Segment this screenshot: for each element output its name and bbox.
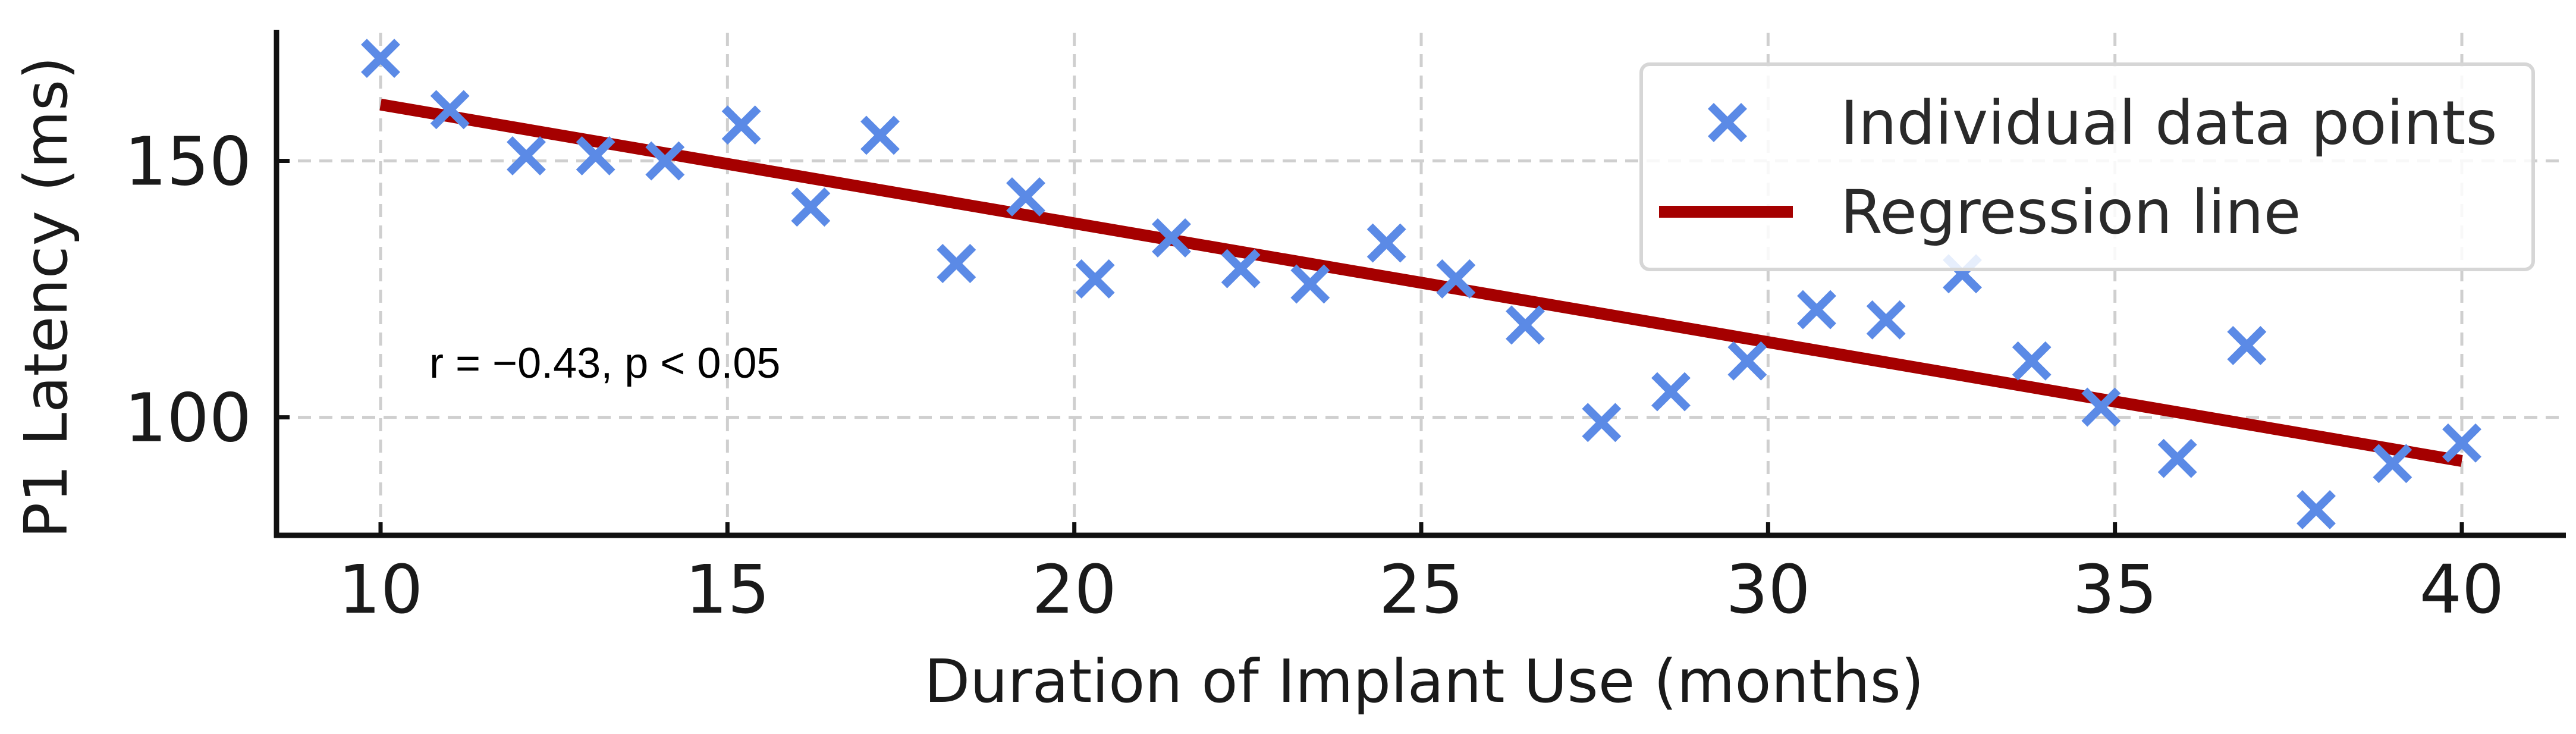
data-point [1582,403,1622,443]
data-point [2012,341,2052,381]
annotation-layer: r = −0.43, p < 0.05 [429,340,780,387]
legend-box [1639,62,2535,271]
data-point [2157,438,2197,478]
tick-labels: 10 15 20 25 30 35 40 100 150 [124,124,2504,629]
data-point [791,187,831,227]
data-point [1506,305,1545,345]
marker-stroke [1582,403,1622,443]
data-point [2373,444,2412,484]
marker-stroke [1708,103,1747,142]
marker-stroke [1436,259,1476,299]
x-tick-label: 25 [1379,551,1464,629]
x-tick-label: 35 [2072,551,2157,629]
x-tick-label: 30 [1726,551,1811,629]
marker-stroke [721,105,761,145]
data-layer [361,39,2481,529]
x-axis-title: Duration of Implant Use (months) [924,647,1924,716]
marker-stroke [791,187,831,227]
marker-stroke [2297,490,2336,529]
data-point [1221,249,1261,288]
data-point [1152,218,1191,258]
x-tick-label: 20 [1032,551,1117,629]
legend-label-scatter: Individual data points [1840,88,2498,159]
marker-stroke [1727,341,1767,381]
marker-stroke [2373,444,2412,484]
y-axis-title: P1 Latency (ms) [11,57,81,538]
data-point [2442,423,2481,463]
data-point [1866,300,1906,340]
marker-stroke [1797,290,1836,330]
correlation-annotation: r = −0.43, p < 0.05 [429,340,780,387]
marker-stroke [860,115,900,155]
x-tick-label: 40 [2420,551,2505,629]
data-point [507,136,546,175]
marker-stroke [507,136,546,175]
y-tick-label: 150 [124,124,252,201]
data-point [721,105,761,145]
marker-stroke [1221,249,1261,288]
legend-marker-scatter [1708,103,1747,142]
y-tick-label: 100 [124,380,252,457]
data-point [430,90,470,130]
marker-stroke [1290,264,1330,304]
data-point [1727,341,1767,381]
marker-stroke [2227,326,2267,365]
x-tick-label: 15 [685,551,770,629]
data-point [1797,290,1836,330]
axes [274,30,2566,538]
marker-stroke [2442,423,2481,463]
data-point [1006,177,1045,217]
marker-stroke [1152,218,1191,258]
x-tick-label: 10 [338,551,423,629]
marker-stroke [1366,223,1406,263]
marker-stroke [2012,341,2052,381]
data-point [2297,490,2336,529]
marker-stroke [430,90,470,130]
data-point [937,244,976,283]
data-point [2227,326,2267,365]
data-point [1436,259,1476,299]
data-point [645,141,685,181]
data-point [1366,223,1406,263]
marker-stroke [361,39,400,79]
marker-stroke [1506,305,1545,345]
data-point [361,39,400,79]
data-point [1075,259,1115,299]
marker-stroke [1006,177,1045,217]
data-point [1290,264,1330,304]
marker-stroke [1651,372,1691,412]
marker-stroke [2157,438,2197,478]
data-point [576,136,615,175]
legend: Individual data points Regression line [1639,62,2535,271]
marker-stroke [2081,387,2121,427]
marker-stroke [1075,259,1115,299]
marker-stroke [1866,300,1906,340]
data-point [860,115,900,155]
marker-stroke [937,244,976,283]
data-point [1651,372,1691,412]
legend-label-line: Regression line [1840,177,2301,248]
data-point [2081,387,2121,427]
marker-stroke [645,141,685,181]
regression-line [379,98,2463,467]
marker-stroke [576,136,615,175]
